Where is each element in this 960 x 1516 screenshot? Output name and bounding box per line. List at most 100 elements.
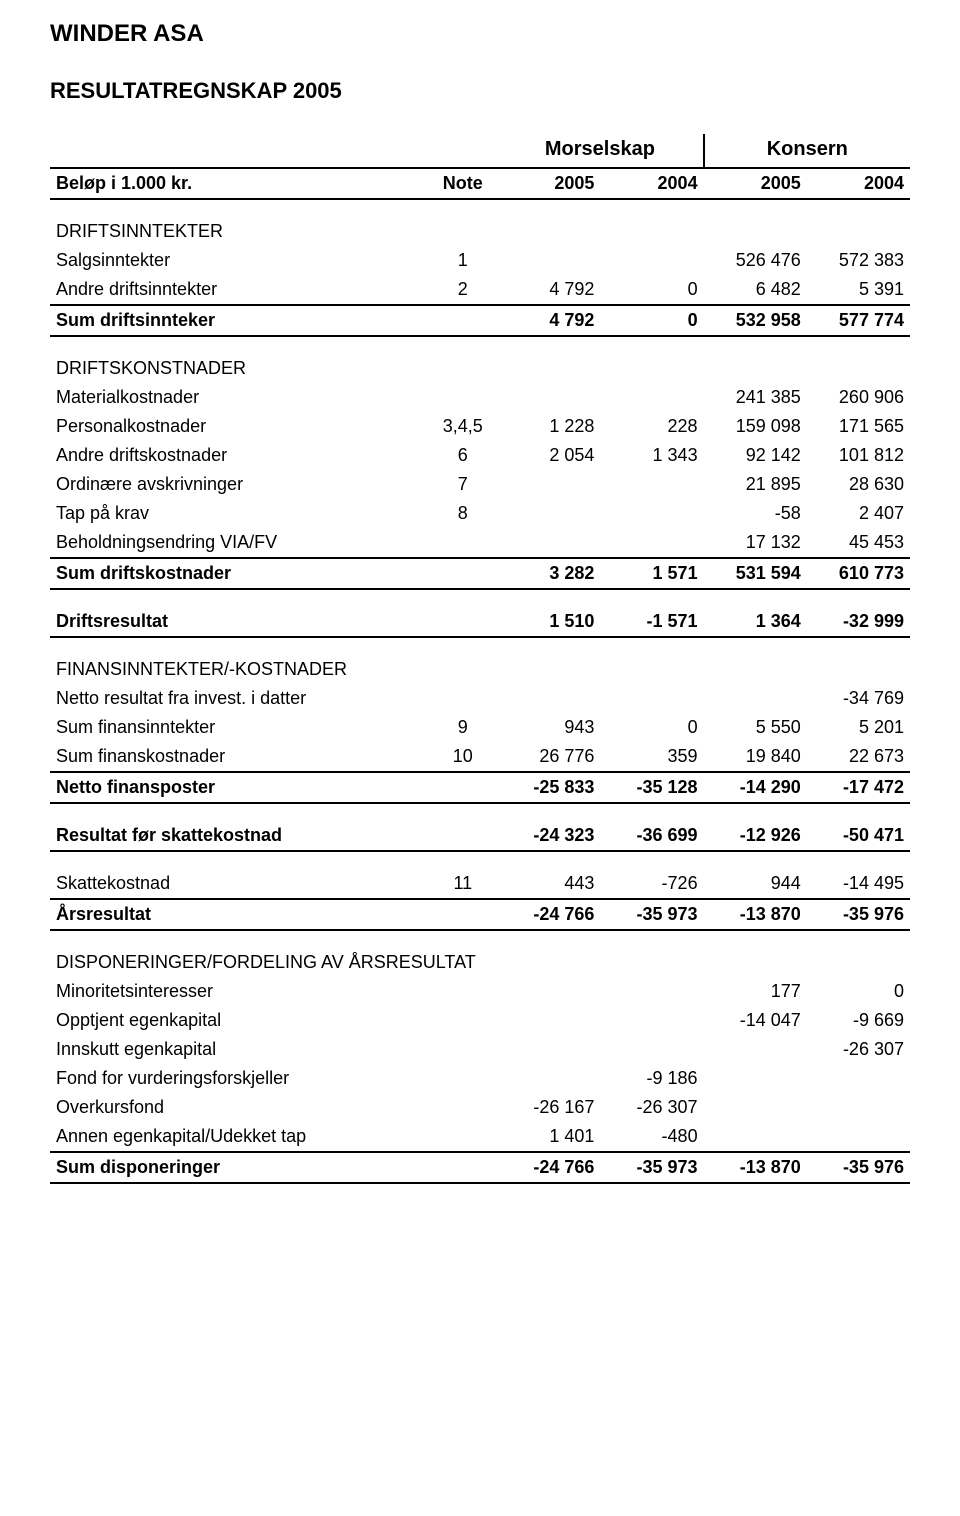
row-label: Materialkostnader [50, 383, 428, 412]
resultat-for-skatt-row: Resultat før skattekostnad -24 323 -36 6… [50, 821, 910, 851]
cell [497, 528, 600, 558]
cell [600, 684, 703, 713]
cell: 26 776 [497, 742, 600, 772]
cell: -50 471 [807, 821, 910, 851]
cell: 0 [600, 713, 703, 742]
cell [497, 684, 600, 713]
cell: -13 870 [704, 899, 807, 930]
sum-label: Netto finansposter [50, 772, 428, 803]
sum-label: Sum disponeringer [50, 1152, 428, 1183]
cell: 531 594 [704, 558, 807, 589]
cell: 1 401 [497, 1122, 600, 1152]
cell [497, 470, 600, 499]
cell: -13 870 [704, 1152, 807, 1183]
cell: 5 201 [807, 713, 910, 742]
row-label: Sum finanskostnader [50, 742, 428, 772]
cell [807, 1064, 910, 1093]
row-label: Andre driftsinntekter [50, 275, 428, 305]
cell: 572 383 [807, 246, 910, 275]
row-note: 3,4,5 [428, 412, 497, 441]
sum-label: Sum driftsinnteker [50, 305, 428, 336]
section-title-row: FINANSINNTEKTER/-KOSTNADER [50, 655, 910, 684]
col-y3: 2005 [704, 168, 807, 199]
cell: -36 699 [600, 821, 703, 851]
table-row: Sum finanskostnader 10 26 776 359 19 840… [50, 742, 910, 772]
cell: 526 476 [704, 246, 807, 275]
cell: -26 307 [600, 1093, 703, 1122]
table-row: Fond for vurderingsforskjeller -9 186 [50, 1064, 910, 1093]
income-statement-table: Morselskap Konsern Beløp i 1.000 kr. Not… [50, 134, 910, 1184]
cell: 228 [600, 412, 703, 441]
driftsresultat-row: Driftsresultat 1 510 -1 571 1 364 -32 99… [50, 607, 910, 637]
cell [600, 1035, 703, 1064]
cell [497, 1064, 600, 1093]
table-row: Beholdningsendring VIA/FV 17 132 45 453 [50, 528, 910, 558]
cell: 5 550 [704, 713, 807, 742]
cell: -14 047 [704, 1006, 807, 1035]
cell: -34 769 [807, 684, 910, 713]
row-label: Opptjent egenkapital [50, 1006, 428, 1035]
cell: -35 973 [600, 1152, 703, 1183]
company-name: WINDER ASA [50, 20, 910, 48]
row-label: Personalkostnader [50, 412, 428, 441]
cell: 177 [704, 977, 807, 1006]
cell [600, 499, 703, 528]
cell [497, 246, 600, 275]
row-label: Ordinære avskrivninger [50, 470, 428, 499]
cell: -25 833 [497, 772, 600, 803]
row-note [428, 383, 497, 412]
cell [704, 684, 807, 713]
group-header-parent: Morselskap [497, 134, 703, 168]
row-label: Annen egenkapital/Udekket tap [50, 1122, 428, 1152]
cell: 45 453 [807, 528, 910, 558]
cell: -26 307 [807, 1035, 910, 1064]
cell: 2 407 [807, 499, 910, 528]
cell [704, 1122, 807, 1152]
row-note [428, 528, 497, 558]
row-label: Minoritetsinteresser [50, 977, 428, 1006]
cell: 1 343 [600, 441, 703, 470]
cell: -24 766 [497, 1152, 600, 1183]
table-row: Tap på krav 8 -58 2 407 [50, 499, 910, 528]
arsresultat-row: Årsresultat -24 766 -35 973 -13 870 -35 … [50, 899, 910, 930]
row-label: Skattekostnad [50, 869, 428, 899]
row-note: 2 [428, 275, 497, 305]
cell: 19 840 [704, 742, 807, 772]
cell: 92 142 [704, 441, 807, 470]
col-y4: 2004 [807, 168, 910, 199]
row-label: Netto resultat fra invest. i datter [50, 684, 428, 713]
cell: 159 098 [704, 412, 807, 441]
row-label: Innskutt egenkapital [50, 1035, 428, 1064]
cell [807, 1093, 910, 1122]
skatt-row: Skattekostnad 11 443 -726 944 -14 495 [50, 869, 910, 899]
cell: -17 472 [807, 772, 910, 803]
row-note: 11 [428, 869, 497, 899]
cell: 22 673 [807, 742, 910, 772]
cell: -24 766 [497, 899, 600, 930]
cell: -35 976 [807, 1152, 910, 1183]
cell [600, 383, 703, 412]
cell: -35 128 [600, 772, 703, 803]
sum-row: Sum disponeringer -24 766 -35 973 -13 87… [50, 1152, 910, 1183]
col-note: Note [428, 168, 497, 199]
cell: 443 [497, 869, 600, 899]
cell: 1 228 [497, 412, 600, 441]
cell: -35 976 [807, 899, 910, 930]
table-row: Salgsinntekter 1 526 476 572 383 [50, 246, 910, 275]
cell [497, 499, 600, 528]
cell [497, 383, 600, 412]
row-label: Driftsresultat [50, 607, 428, 637]
cell: 5 391 [807, 275, 910, 305]
row-label: Sum finansinntekter [50, 713, 428, 742]
cell: -9 186 [600, 1064, 703, 1093]
cell: 1 510 [497, 607, 600, 637]
cell: -24 323 [497, 821, 600, 851]
col-y2: 2004 [600, 168, 703, 199]
row-label: Andre driftskostnader [50, 441, 428, 470]
cell [704, 1093, 807, 1122]
cell: -726 [600, 869, 703, 899]
table-row: Materialkostnader 241 385 260 906 [50, 383, 910, 412]
cell: 28 630 [807, 470, 910, 499]
cell [600, 246, 703, 275]
table-row: Andre driftsinntekter 2 4 792 0 6 482 5 … [50, 275, 910, 305]
